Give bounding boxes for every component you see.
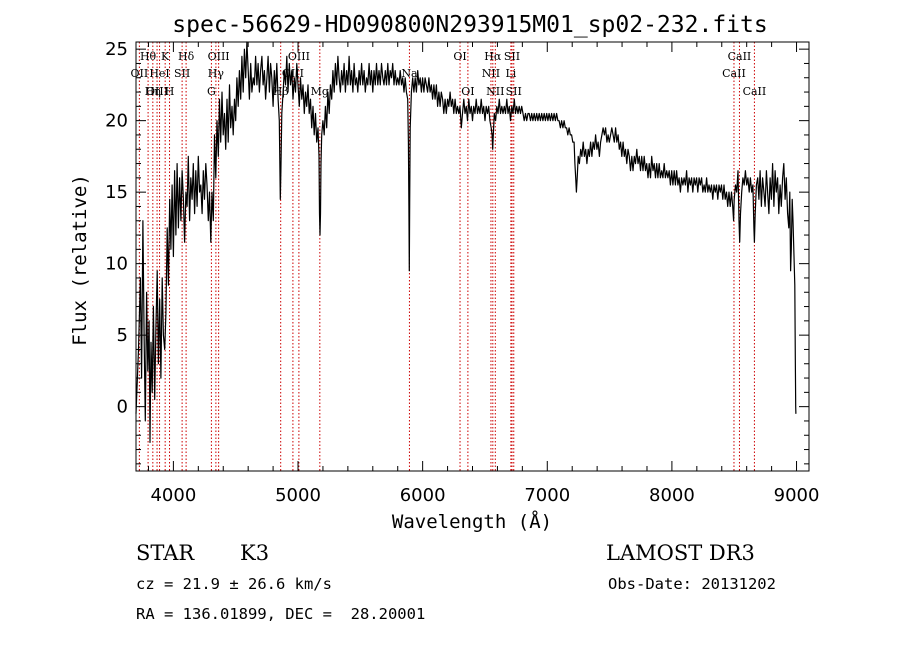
spectral-line-label: H [165, 85, 175, 98]
spectral-line-label: Hδ [178, 50, 195, 63]
spectral-line-label: K [161, 50, 170, 63]
spectral-line-label: CaII [728, 50, 752, 63]
spectral-line-label: OI [453, 50, 466, 63]
spectral-line-label: OI [461, 85, 474, 98]
chart-title: spec-56629-HD090800N293915M01_sp02-232.f… [172, 12, 767, 38]
y-tick-label: 5 [117, 325, 128, 346]
y-tick-label: 20 [105, 111, 128, 132]
x-tick-label: 6000 [400, 485, 446, 506]
y-axis-ticks: 0 5 10 15 20 25 [105, 39, 809, 465]
y-tick-label: 0 [117, 397, 128, 418]
spectral-line-label: NII [482, 67, 500, 80]
spectral-line-label: HeI [149, 67, 169, 80]
spectral-line-label: CaII [722, 67, 746, 80]
object-class: STAR [136, 541, 195, 565]
spectral-line-label: SII [506, 85, 522, 98]
observation-date: Obs-Date: 20131202 [608, 575, 776, 593]
spectral-line-label: Hη [145, 85, 161, 98]
y-tick-label: 15 [105, 182, 128, 203]
object-subclass: K3 [240, 541, 269, 565]
spectral-line-markers [138, 42, 755, 471]
spectral-line-label: Na [401, 67, 418, 80]
spectral-line-label: G [207, 85, 216, 98]
spectral-line-label: NII [486, 85, 504, 98]
spectral-line-label: OIII [146, 85, 168, 98]
x-tick-label: 9000 [774, 485, 820, 506]
y-axis-label: Flux (relative) [69, 174, 91, 346]
spectral-line-label: Hβ [273, 85, 289, 98]
spectral-line-label: Mg [311, 85, 329, 98]
x-tick-label: 7000 [524, 485, 570, 506]
spectral-line-label: Li [505, 67, 516, 80]
spectral-line-label: OII [131, 67, 149, 80]
x-axis-ticks: 4000 5000 6000 7000 8000 9000 [147, 42, 820, 506]
spectral-line-label: Hγ [208, 67, 225, 80]
y-tick-label: 25 [105, 39, 128, 60]
x-tick-label: 8000 [649, 485, 695, 506]
spectral-line-label: SII [174, 67, 190, 80]
coordinates-readout: RA = 136.01899, DEC = 28.20001 [136, 605, 425, 623]
redshift-readout: cz = 21.9 ± 26.6 km/s [136, 575, 332, 593]
spectral-line-label: OIII [288, 50, 310, 63]
y-tick-label: 10 [105, 254, 128, 275]
spectral-line-label: CaII [743, 85, 767, 98]
spectrum-series-line [135, 41, 797, 443]
spectral-line-label: Hα [484, 50, 502, 63]
spectral-line-label: Hθ [140, 50, 157, 63]
spectral-line-label: SII [504, 50, 520, 63]
plot-frame [135, 41, 810, 472]
x-tick-label: 4000 [150, 485, 196, 506]
x-axis-label: Wavelength (Å) [392, 510, 552, 533]
spectral-line-label: OIII [208, 50, 230, 63]
survey-name: LAMOST DR3 [606, 541, 755, 565]
x-tick-label: 5000 [275, 485, 321, 506]
